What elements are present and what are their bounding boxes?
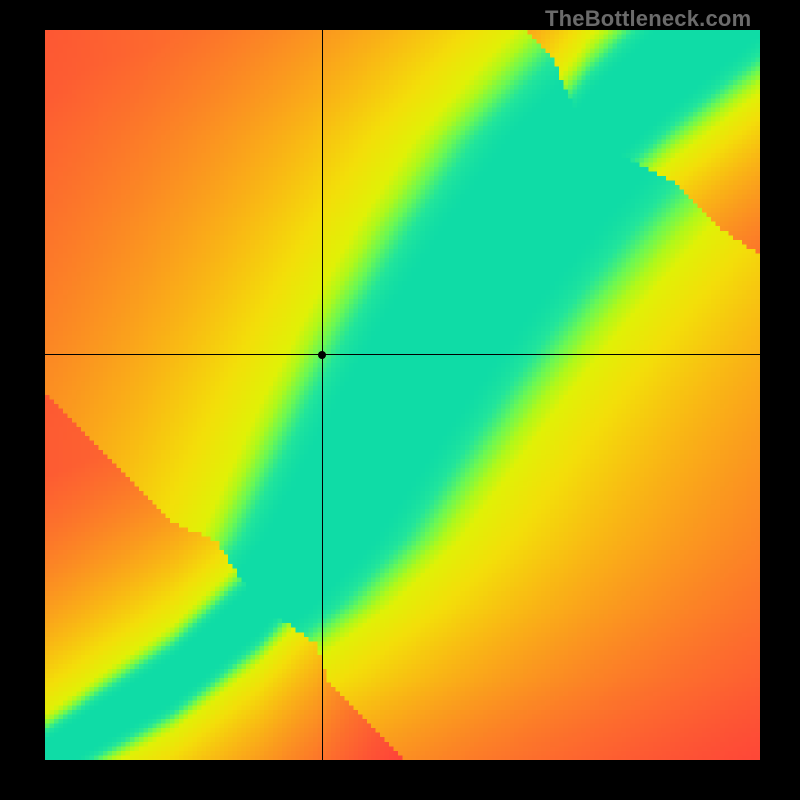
crosshair-horizontal — [45, 354, 760, 355]
watermark-text: TheBottleneck.com — [545, 6, 751, 32]
crosshair-vertical — [322, 30, 323, 760]
heatmap-canvas — [45, 30, 760, 760]
